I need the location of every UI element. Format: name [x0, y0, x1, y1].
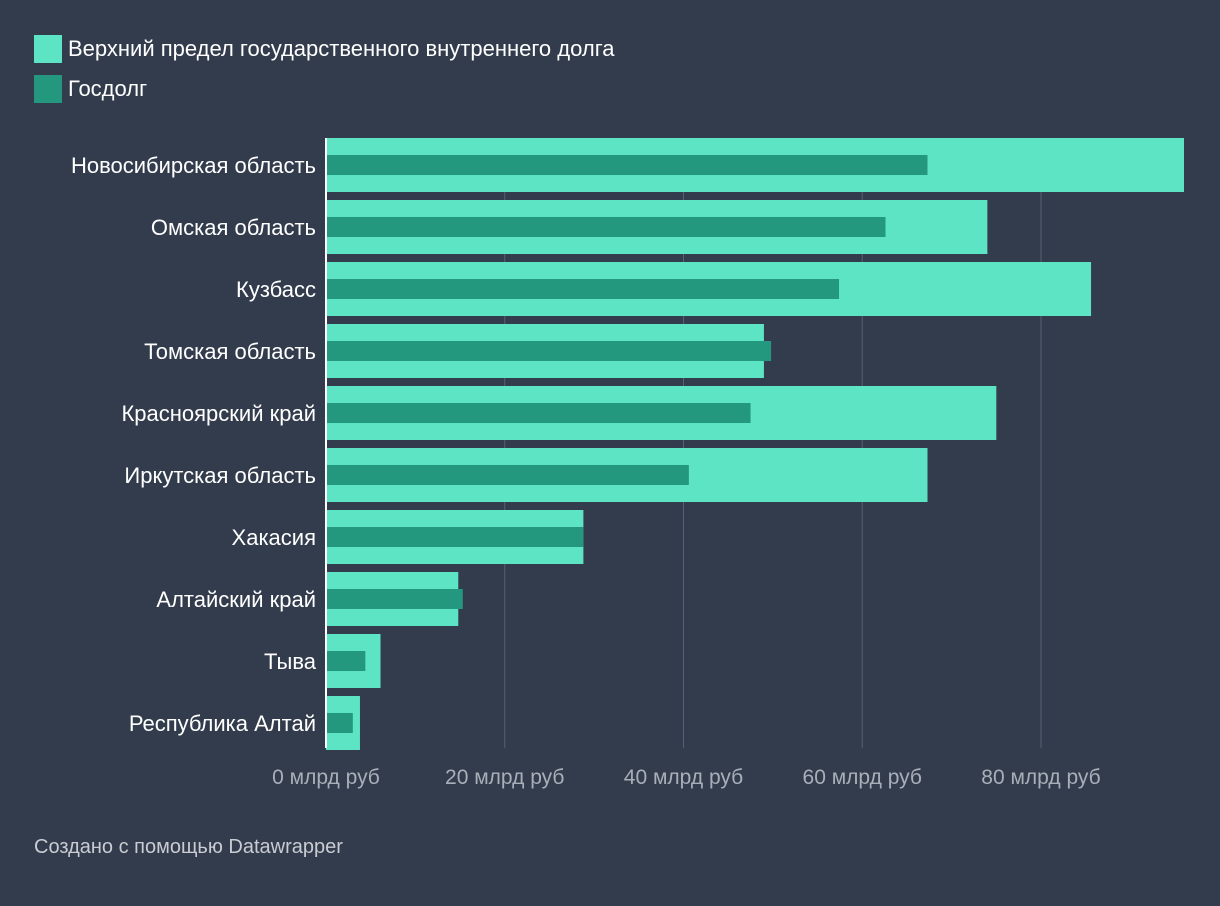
- category-label-9: Республика Алтай: [129, 711, 316, 736]
- legend-item-state-debt: Госдолг: [34, 74, 614, 104]
- tick-label-80: 80 млрд руб: [981, 766, 1100, 789]
- credit-text: Создано с помощью Datawrapper: [34, 836, 343, 858]
- category-label-2: Кузбасс: [236, 277, 316, 302]
- bar-debt-8: [326, 651, 366, 671]
- legend-swatch-debt-limit: [34, 35, 62, 63]
- bar-debt-6: [326, 527, 584, 547]
- bar-debt-7: [326, 589, 463, 609]
- category-label-8: Тыва: [264, 649, 317, 674]
- category-label-1: Омская область: [151, 215, 316, 240]
- category-label-3: Томская область: [144, 339, 316, 364]
- category-label-5: Иркутская область: [124, 463, 316, 488]
- bar-debt-3: [326, 341, 772, 361]
- tick-label-20: 20 млрд руб: [445, 766, 564, 789]
- legend-label-debt-limit: Верхний предел государственного внутренн…: [68, 36, 615, 61]
- legend-item-debt-limit: Верхний предел государственного внутренн…: [34, 34, 614, 64]
- category-label-0: Новосибирская область: [71, 153, 316, 178]
- bar-debt-1: [326, 217, 886, 237]
- category-label-4: Красноярский край: [121, 401, 316, 426]
- tick-label-40: 40 млрд руб: [624, 766, 743, 789]
- bar-debt-0: [326, 155, 928, 175]
- bar-debt-9: [326, 713, 353, 733]
- category-label-6: Хакасия: [232, 525, 316, 550]
- tick-label-60: 60 млрд руб: [803, 766, 922, 789]
- legend-swatch-state-debt: [34, 75, 62, 103]
- legend-label-state-debt: Госдолг: [68, 76, 148, 101]
- bar-debt-2: [326, 279, 840, 299]
- tick-label-0: 0 млрд руб: [272, 766, 380, 789]
- bar-debt-4: [326, 403, 751, 423]
- category-label-7: Алтайский край: [156, 587, 316, 612]
- legend: Верхний предел государственного внутренн…: [34, 34, 614, 114]
- bar-debt-5: [326, 465, 689, 485]
